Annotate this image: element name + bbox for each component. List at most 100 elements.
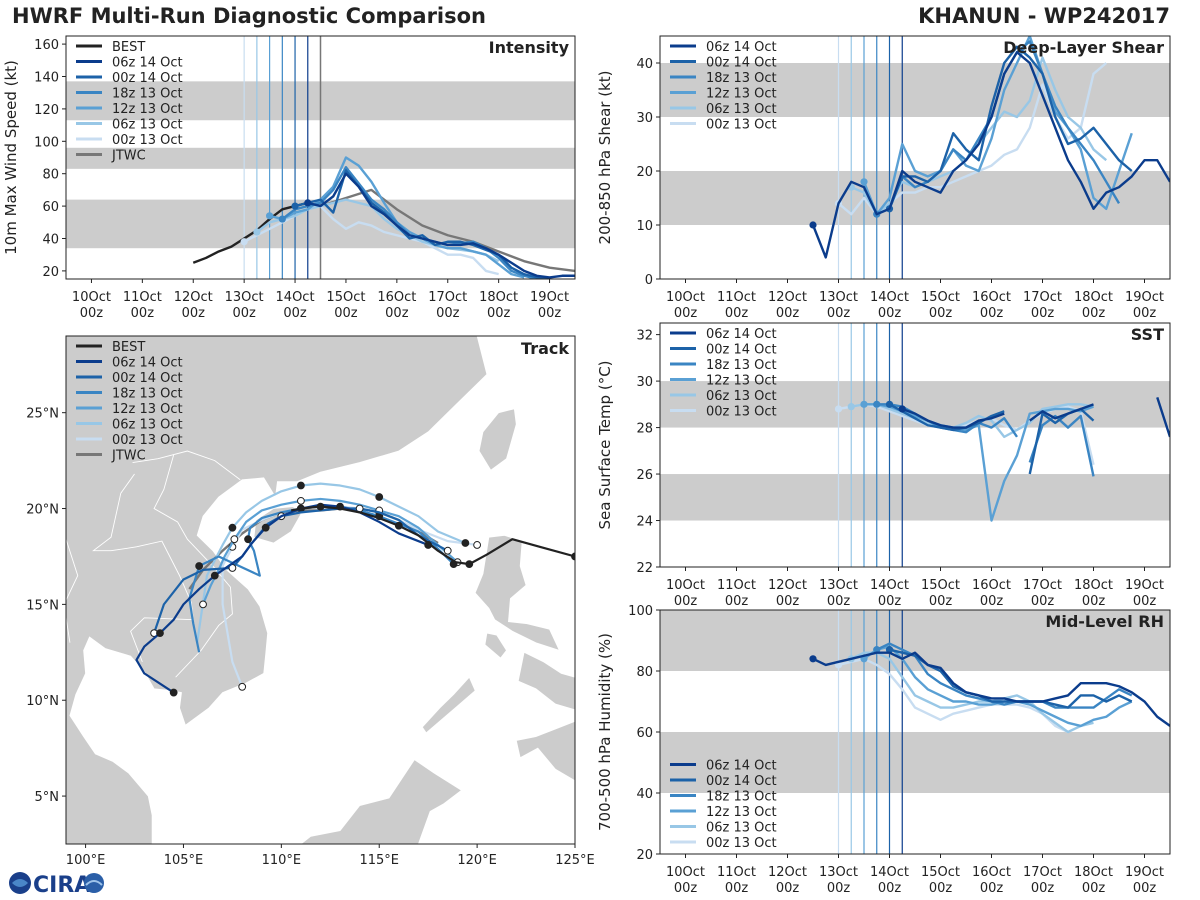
x-tick-label-hour: 00z bbox=[674, 881, 698, 896]
x-tick-label: 13Oct bbox=[819, 578, 858, 593]
y-tick-label: 30 bbox=[636, 375, 653, 390]
init-marker bbox=[860, 178, 868, 186]
track-position-dot bbox=[195, 562, 204, 570]
y-tick-label: 120 bbox=[34, 103, 59, 118]
init-marker bbox=[898, 405, 906, 413]
x-tick-label: 11Oct bbox=[717, 290, 756, 305]
y-tick-label: 20 bbox=[42, 265, 59, 280]
chart-title: SST bbox=[1131, 325, 1164, 344]
shear-chart: 01020304010Oct00z11Oct00z12Oct00z13Oct00… bbox=[596, 35, 1171, 321]
x-tick-label-hour: 00z bbox=[487, 306, 511, 321]
y-axis-label: 200-850 hPa Shear (kt) bbox=[596, 71, 614, 245]
init-marker bbox=[809, 221, 817, 229]
legend-label: 18z 13 Oct bbox=[706, 71, 777, 86]
legend-label: 00z 14 Oct bbox=[706, 774, 777, 789]
x-tick-label-hour: 00z bbox=[776, 881, 800, 896]
track-position-dot bbox=[443, 546, 452, 555]
y-tick-label: 80 bbox=[42, 168, 59, 183]
legend-label: 00z 14 Oct bbox=[706, 56, 777, 71]
series-line-00z-14-oct bbox=[1028, 407, 1095, 475]
lat-tick-label: 5°N bbox=[35, 790, 60, 805]
x-tick-label: 18Oct bbox=[1074, 865, 1113, 880]
init-marker bbox=[860, 400, 868, 408]
lon-tick-label: 110°E bbox=[262, 853, 302, 868]
legend-label: JTWC bbox=[111, 149, 146, 164]
map-frame bbox=[65, 335, 576, 845]
chart-title: Intensity bbox=[489, 38, 570, 57]
series-line-06z-14-oct bbox=[1029, 403, 1094, 422]
track-position-dot bbox=[199, 600, 207, 609]
x-tick-label-hour: 00z bbox=[1031, 594, 1055, 609]
figure-title: HWRF Multi-Run Diagnostic Comparison bbox=[12, 4, 487, 28]
legend-label: 06z 13 Oct bbox=[112, 418, 183, 433]
plot-area bbox=[66, 36, 575, 279]
series-line-18z-13-oct bbox=[1028, 414, 1095, 477]
x-tick-label: 19Oct bbox=[530, 290, 569, 305]
x-tick-label: 14Oct bbox=[870, 578, 909, 593]
threshold-band bbox=[660, 732, 1170, 793]
legend-label: 00z 13 Oct bbox=[706, 118, 777, 133]
map-title: Track bbox=[521, 339, 569, 358]
y-tick-label: 60 bbox=[636, 726, 653, 741]
x-tick-label-hour: 00z bbox=[334, 306, 358, 321]
track-position-dot bbox=[465, 560, 474, 569]
legend-label: 18z 13 Oct bbox=[112, 387, 183, 402]
plot-area bbox=[660, 36, 1170, 279]
series-line-00z-13-oct bbox=[838, 657, 1069, 734]
track-position-dot bbox=[461, 539, 470, 547]
legend-label: 00z 13 Oct bbox=[112, 433, 183, 448]
init-marker bbox=[278, 215, 286, 223]
cira-logo: CIRA bbox=[9, 872, 104, 898]
legend-label: 18z 13 Oct bbox=[706, 790, 777, 805]
y-tick-label: 32 bbox=[636, 329, 653, 344]
y-tick-label: 140 bbox=[34, 71, 59, 86]
init-marker bbox=[809, 655, 817, 663]
x-tick-label-hour: 00z bbox=[283, 306, 307, 321]
x-tick-label-hour: 00z bbox=[776, 306, 800, 321]
y-tick-label: 60 bbox=[42, 200, 59, 215]
x-tick-label-hour: 00z bbox=[1133, 306, 1157, 321]
x-tick-label: 18Oct bbox=[1074, 290, 1113, 305]
y-tick-label: 160 bbox=[34, 38, 59, 53]
x-tick-label: 14Oct bbox=[276, 290, 315, 305]
y-axis-label: Sea Surface Temp (°C) bbox=[596, 360, 614, 529]
legend-label: 06z 13 Oct bbox=[706, 102, 777, 117]
x-tick-label: 17Oct bbox=[1023, 578, 1062, 593]
track-position-dot bbox=[297, 481, 305, 490]
x-tick-label: 14Oct bbox=[870, 290, 909, 305]
init-marker bbox=[266, 212, 274, 220]
x-tick-label-hour: 00z bbox=[827, 594, 851, 609]
init-marker bbox=[873, 646, 881, 654]
x-tick-label-hour: 00z bbox=[1133, 594, 1157, 609]
x-tick-label: 16Oct bbox=[972, 578, 1011, 593]
legend-label: 00z 13 Oct bbox=[706, 836, 777, 851]
chart-title: Mid-Level RH bbox=[1045, 612, 1164, 631]
x-tick-label: 11Oct bbox=[717, 578, 756, 593]
x-tick-label: 16Oct bbox=[377, 290, 416, 305]
x-tick-label-hour: 00z bbox=[878, 594, 902, 609]
x-tick-label-hour: 00z bbox=[929, 306, 953, 321]
x-tick-label-hour: 00z bbox=[436, 306, 460, 321]
legend-label: 06z 14 Oct bbox=[706, 327, 777, 342]
legend-label: 12z 13 Oct bbox=[706, 374, 777, 389]
country-border bbox=[132, 450, 241, 481]
track-position-dot bbox=[210, 571, 219, 580]
series-line-06z-14-oct bbox=[812, 651, 1170, 727]
land-mass bbox=[474, 534, 561, 652]
series-line-00z-14-oct bbox=[888, 45, 1133, 210]
threshold-band bbox=[660, 474, 1170, 521]
y-tick-label: 30 bbox=[636, 111, 653, 126]
x-tick-label: 15Oct bbox=[921, 290, 960, 305]
x-tick-label-hour: 00z bbox=[980, 594, 1004, 609]
x-tick-label: 17Oct bbox=[1023, 865, 1062, 880]
plot-frame bbox=[659, 322, 1171, 568]
x-tick-label-hour: 00z bbox=[385, 306, 409, 321]
sst-chart: 22242628303210Oct00z11Oct00z12Oct00z13Oc… bbox=[596, 322, 1171, 609]
x-tick-label-hour: 00z bbox=[776, 594, 800, 609]
track-map: 100°E 105°E 110°E 115°E 120°E 125°E 5°N 10°N 15°… bbox=[26, 335, 595, 868]
x-tick-label: 19Oct bbox=[1125, 578, 1164, 593]
